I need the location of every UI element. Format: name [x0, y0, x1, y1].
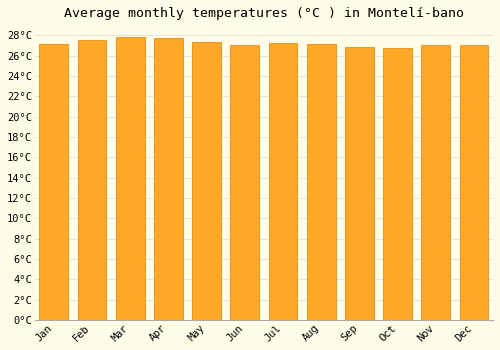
Bar: [345, 47, 374, 320]
Bar: [116, 37, 144, 320]
Bar: [230, 44, 259, 320]
Bar: [460, 44, 488, 320]
Title: Average monthly temperatures (°C ) in Montelí-bano: Average monthly temperatures (°C ) in Mo…: [64, 7, 464, 20]
Bar: [154, 38, 182, 320]
Bar: [422, 44, 450, 320]
Bar: [40, 43, 68, 320]
Bar: [383, 48, 412, 320]
Bar: [268, 43, 298, 320]
Bar: [307, 43, 336, 320]
Bar: [192, 42, 221, 320]
Bar: [78, 40, 106, 320]
